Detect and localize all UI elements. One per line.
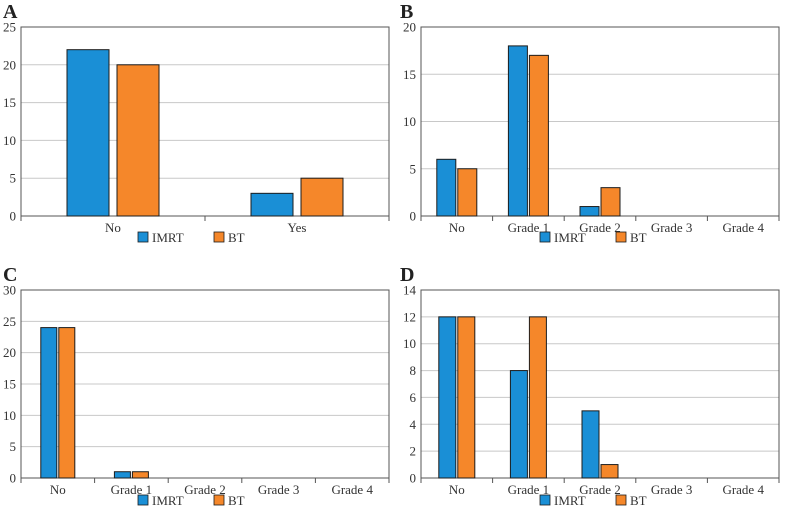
y-tick-label: 0 [410,209,417,224]
bar-imrt-no [66,49,110,217]
panel-letter: D [400,264,414,286]
bar-imrt-grade-1 [113,471,131,479]
bar-imrt-grade-2 [579,206,600,217]
y-tick-label: 20 [3,57,16,72]
y-tick-label: 6 [410,390,417,405]
bar-bt-no [457,316,476,479]
bar-bt-grade-1 [528,316,547,479]
y-tick-label: 4 [410,417,417,432]
bar-bt-grade-2 [600,187,621,217]
bar-imrt-grade-2 [581,410,600,479]
y-tick-label: 10 [3,408,16,423]
x-tick-label: Yes [288,220,307,235]
bar-bt-no [116,64,160,217]
y-tick-label: 5 [410,161,417,176]
x-tick-label: Grade 1 [111,482,153,497]
panel-letter: A [3,1,18,23]
panel-letter: C [3,264,17,286]
chart-panel-d: D 0 2 4 6 8 10 12 14 No Grade 1 Grade 2 Grade 3 Grade… [400,264,780,508]
y-tick-label: 2 [410,444,417,459]
y-tick-label: 0 [10,209,17,224]
y-tick-label: 20 [3,345,16,360]
bar-imrt-no [40,327,58,479]
y-tick-label: 20 [403,20,416,35]
x-tick-label: Grade 2 [184,482,226,497]
legend-label-imrt: IMRT [554,230,586,245]
x-tick-label: Grade 4 [331,482,373,497]
legend-swatch-imrt [539,494,551,506]
y-tick-label: 10 [403,114,416,129]
y-tick-label: 8 [410,363,417,378]
x-tick-label: Grade 1 [508,220,550,235]
bar-imrt-grade-1 [507,45,528,217]
x-tick-label: No [105,220,121,235]
x-tick-label: No [50,482,66,497]
bar-bt-no [457,168,478,217]
bar-imrt-no [438,316,457,479]
plot-frame [420,289,780,479]
x-tick-label: Grade 3 [651,220,693,235]
x-tick-label: Grade 2 [579,482,621,497]
x-tick-label: No [449,220,465,235]
legend-label-bt: BT [228,493,245,508]
y-tick-label: 0 [410,471,417,486]
bar-imrt-grade-1 [509,370,528,479]
y-tick-label: 25 [3,20,16,35]
plot-frame [420,26,780,217]
legend-swatch-bt [615,494,627,506]
plot-frame [20,289,390,479]
y-tick-label: 0 [10,471,17,486]
x-tick-label: Grade 4 [722,482,764,497]
y-tick-label: 14 [403,283,417,298]
legend-swatch-bt [213,494,225,506]
bar-bt-grade-1 [528,54,549,217]
y-tick-label: 10 [3,133,16,148]
x-tick-label: Grade 3 [258,482,300,497]
legend-swatch-imrt [539,231,551,243]
legend-label-bt: BT [630,230,647,245]
chart-panel-c: C 0 5 10 15 20 25 30 No Grade 1 Grade 2 Grade 3 Grad… [3,264,390,508]
y-tick-label: 5 [10,171,17,186]
legend-label-bt: BT [228,230,245,245]
bar-imrt-no [436,158,457,217]
y-tick-label: 15 [403,67,416,82]
y-tick-label: 15 [3,95,16,110]
chart-panel-b: B 0 5 10 15 20 No Grade 1 Grade 2 Grade 3 Grade 4 I… [400,1,780,245]
legend-label-bt: BT [630,493,647,508]
legend-label-imrt: IMRT [152,493,184,508]
legend-swatch-imrt [137,494,149,506]
bar-bt-grade-1 [131,471,149,479]
y-tick-label: 15 [3,377,16,392]
legend-label-imrt: IMRT [152,230,184,245]
bar-bt-yes [300,177,344,217]
legend-swatch-bt [213,231,225,243]
y-tick-label: 5 [10,439,17,454]
bar-imrt-yes [250,192,294,217]
x-tick-label: Grade 3 [651,482,693,497]
y-tick-label: 12 [403,309,416,324]
y-tick-label: 25 [3,314,16,329]
bar-bt-grade-2 [600,464,619,479]
y-tick-label: 30 [3,283,16,298]
legend-swatch-imrt [137,231,149,243]
x-tick-label: No [449,482,465,497]
legend-label-imrt: IMRT [554,493,586,508]
x-tick-label: Grade 2 [579,220,621,235]
legend-swatch-bt [615,231,627,243]
panel-letter: B [400,1,413,23]
chart-panel-a: A 0 5 10 15 20 25 No Yes IMRT BT [3,1,390,245]
x-tick-label: Grade 1 [508,482,550,497]
y-tick-label: 10 [403,336,416,351]
bar-bt-no [58,327,76,479]
x-tick-label: Grade 4 [722,220,764,235]
